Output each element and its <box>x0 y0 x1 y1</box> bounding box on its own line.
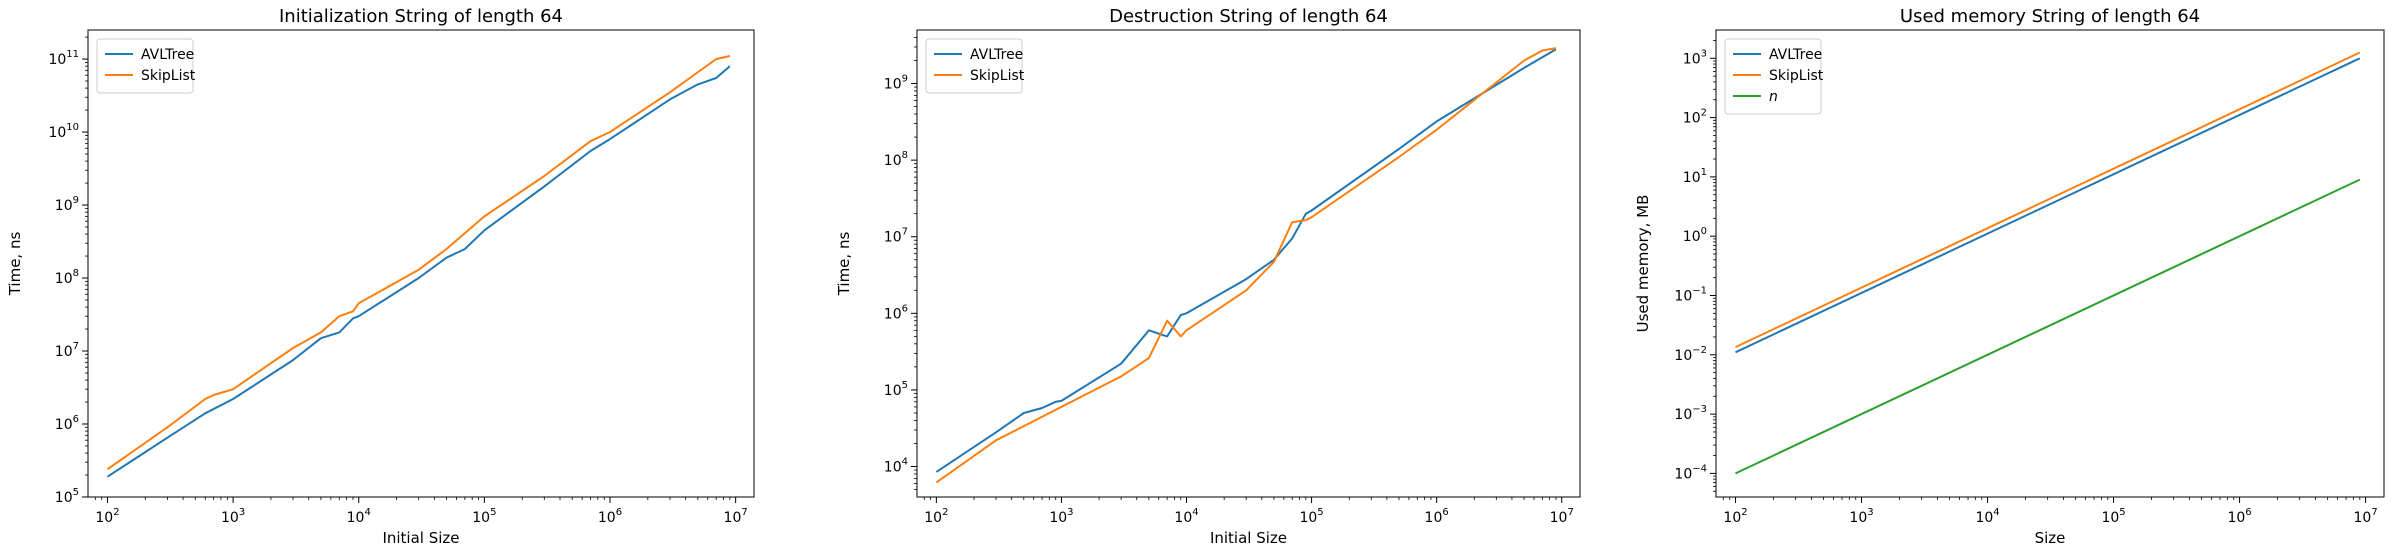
y-tick-label: 109 <box>55 195 79 214</box>
legend-label-avltree: AVLTree <box>970 47 1023 63</box>
y-tick-label: 10−3 <box>1674 404 1707 423</box>
series-line-skiplist <box>106 55 731 471</box>
x-tick-label: 107 <box>724 507 748 526</box>
plot-frame <box>87 29 755 498</box>
plot-frame <box>916 29 1581 498</box>
y-tick-label: 10−2 <box>1674 345 1707 364</box>
series-line-avltree <box>935 48 1557 473</box>
y-tick-label: 103 <box>1683 48 1707 67</box>
legend-label-skiplist: SkipList <box>970 68 1025 84</box>
x-tick-label: 105 <box>1299 507 1323 526</box>
x-tick-label: 106 <box>2227 507 2251 526</box>
y-tick-label: 108 <box>55 268 79 287</box>
plot-frame <box>1715 29 2385 498</box>
x-tick-label: 105 <box>472 507 496 526</box>
x-tick-label: 102 <box>1723 507 1747 526</box>
chart-panel-2: Destruction String of length 64 102 103 104… <box>835 6 1581 547</box>
legend: AVLTree SkipList n <box>1724 38 1824 115</box>
y-tick-label: 10−4 <box>1674 463 1707 482</box>
series-line-n <box>1735 178 2361 475</box>
y-tick-label: 108 <box>884 150 908 169</box>
y-tick-label: 106 <box>884 303 908 322</box>
y-tick-label: 105 <box>55 487 79 506</box>
y-tick-label: 107 <box>55 341 79 360</box>
y-tick-label: 109 <box>884 74 908 93</box>
x-axis-label: Initial Size <box>1210 529 1287 547</box>
y-tick-label: 101 <box>1683 167 1707 186</box>
chart-panel-1: Initialization String of length 64 102 103… <box>6 6 755 547</box>
y-tick-label: 1010 <box>48 122 79 141</box>
x-tick-label: 104 <box>1174 507 1198 526</box>
legend-box <box>96 38 194 94</box>
x-axis-label: Initial Size <box>382 529 459 547</box>
y-tick-label: 107 <box>884 227 908 246</box>
x-tick-label: 103 <box>1049 507 1073 526</box>
series-line-avltree <box>1735 57 2361 354</box>
x-tick-label: 107 <box>1550 507 1574 526</box>
y-axis-label: Time, ns <box>6 232 24 297</box>
x-tick-label: 102 <box>924 507 948 526</box>
legend-label-avltree: AVLTree <box>1769 47 1822 63</box>
x-tick-label: 104 <box>347 507 371 526</box>
chart-title: Used memory String of length 64 <box>1900 6 2200 27</box>
legend: AVLTree SkipList <box>96 38 196 94</box>
y-tick-label: 10−1 <box>1674 285 1707 304</box>
legend-label-skiplist: SkipList <box>141 68 196 84</box>
series-line-avltree <box>106 65 731 478</box>
chart-title: Destruction String of length 64 <box>1109 6 1388 27</box>
series-line-skiplist <box>935 47 1557 484</box>
x-tick-label: 104 <box>1975 507 1999 526</box>
chart-title: Initialization String of length 64 <box>279 6 563 27</box>
legend-label-skiplist: SkipList <box>1769 68 1824 84</box>
y-tick-label: 1011 <box>48 49 79 68</box>
x-axis-label: Size <box>2035 529 2066 547</box>
y-tick-label: 104 <box>884 457 908 476</box>
x-tick-label: 103 <box>1849 507 1873 526</box>
y-axis-label: Used memory, MB <box>1634 195 1652 333</box>
legend-label-avltree: AVLTree <box>141 47 194 63</box>
x-tick-label: 103 <box>221 507 245 526</box>
x-tick-label: 107 <box>2353 507 2377 526</box>
y-tick-label: 102 <box>1683 108 1707 127</box>
y-tick-label: 106 <box>55 414 79 433</box>
x-tick-label: 106 <box>598 507 622 526</box>
y-axis-label: Time, ns <box>835 232 853 297</box>
legend-box <box>925 38 1023 94</box>
x-tick-label: 106 <box>1425 507 1449 526</box>
legend: AVLTree SkipList <box>925 38 1025 94</box>
x-tick-label: 102 <box>95 507 119 526</box>
chart-panel-3: Used memory String of length 64 102 103 104… <box>1634 6 2385 547</box>
series-line-skiplist <box>1735 51 2361 349</box>
legend-label-n: n <box>1769 89 1778 105</box>
y-tick-label: 100 <box>1683 226 1707 245</box>
x-tick-label: 105 <box>2101 507 2125 526</box>
y-tick-label: 105 <box>884 380 908 399</box>
